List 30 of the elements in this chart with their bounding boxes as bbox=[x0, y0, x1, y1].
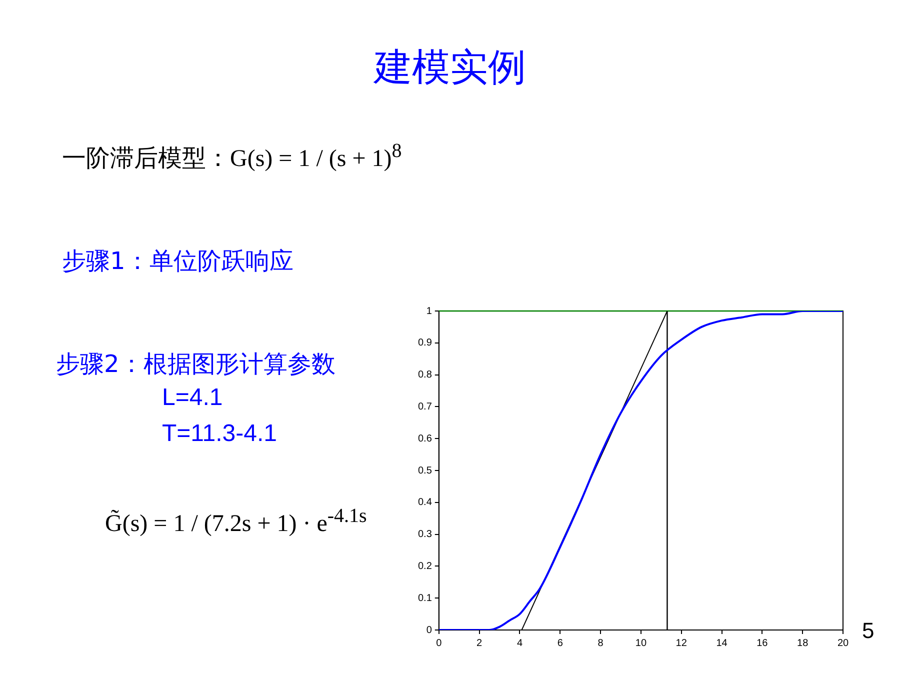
x-tick-label: 12 bbox=[676, 638, 688, 649]
x-tick-label: 0 bbox=[436, 638, 442, 649]
text: 步骤2：根据图形计算参数 bbox=[56, 349, 336, 380]
chart-title: 建模实例 bbox=[372, 44, 527, 91]
x-tick-label: 10 bbox=[635, 638, 647, 649]
y-tick-label: 0.6 bbox=[418, 433, 432, 444]
y-tick-label: 0 bbox=[426, 624, 432, 636]
y-tick-label: 0.9 bbox=[418, 338, 432, 349]
text: L=4.1 bbox=[162, 384, 223, 412]
x-tick-label: 2 bbox=[476, 638, 483, 649]
text: 步骤1：单位阶跃响应 bbox=[62, 246, 294, 277]
text: T=11.3-4.1 bbox=[162, 420, 277, 448]
y-tick-label: 0.3 bbox=[418, 529, 432, 540]
x-tick-label: 4 bbox=[516, 638, 523, 649]
y-tick-label: 0.1 bbox=[418, 592, 432, 604]
y-tick-label: 0.8 bbox=[418, 370, 432, 381]
x-tick-label: 8 bbox=[598, 638, 604, 649]
y-tick-label: 1 bbox=[426, 306, 432, 317]
y-tick-label: 0.7 bbox=[418, 401, 432, 412]
text: 5 bbox=[862, 618, 874, 644]
y-tick-label: 0.2 bbox=[418, 560, 432, 572]
x-tick-label: 14 bbox=[716, 638, 728, 649]
text: G̃(s) = 1 / (7.2s + 1) · e$^{-4.1s}$ bbox=[105, 505, 367, 538]
x-tick-label: 6 bbox=[557, 638, 564, 649]
x-tick-label: 20 bbox=[837, 638, 849, 649]
y-tick-label: 0.4 bbox=[418, 497, 432, 508]
text: 一阶滞后模型：G(s) = 1 / (s + 1)$^{8}$ bbox=[62, 140, 402, 174]
x-tick-label: 16 bbox=[756, 638, 768, 649]
x-tick-label: 18 bbox=[797, 638, 809, 649]
y-tick-label: 0.5 bbox=[418, 465, 432, 476]
